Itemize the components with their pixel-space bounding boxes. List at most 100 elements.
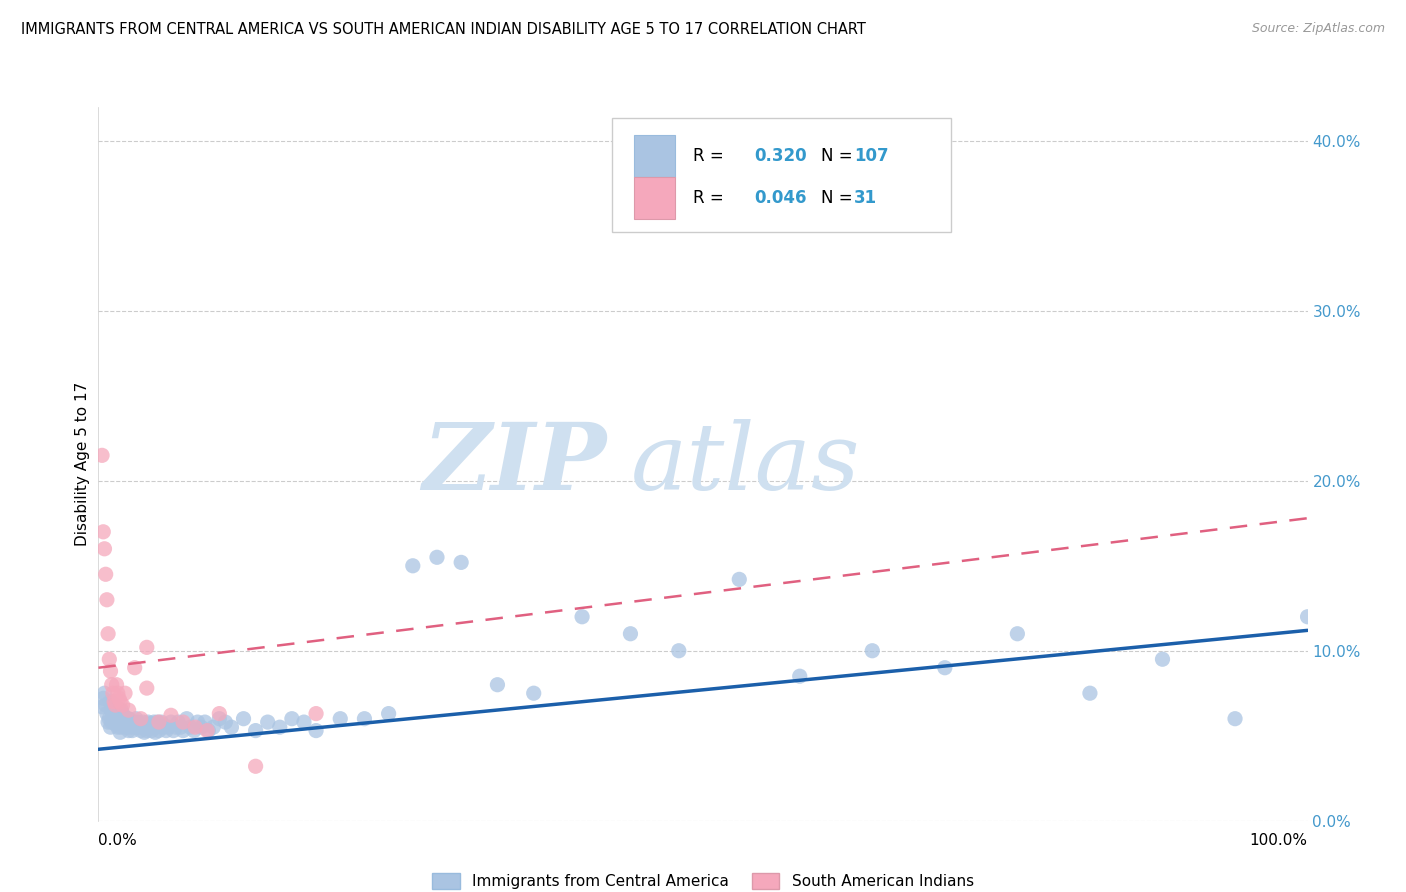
Point (138, 720, 160, 734)
Point (108, 712, 131, 726)
Point (104, 698, 127, 712)
Point (245, 759, 267, 773)
Legend: Immigrants from Central America, South American Indians: Immigrants from Central America, South A… (426, 867, 980, 892)
Point (132, 715, 155, 730)
Text: R =: R = (693, 146, 724, 164)
Point (176, 712, 198, 726)
Point (98, 712, 121, 726)
Text: 0.320: 0.320 (754, 146, 807, 164)
Point (187, 715, 209, 730)
Point (152, 720, 174, 734)
Point (329, 712, 352, 726)
Point (111, 706, 134, 721)
Text: 0.0%: 0.0% (98, 833, 138, 848)
Point (108, 695, 131, 709)
Point (353, 712, 375, 726)
Point (108, 725, 131, 739)
Point (1223, 712, 1246, 726)
Point (1007, 626, 1029, 640)
Point (100, 695, 122, 709)
Point (131, 720, 153, 734)
Point (118, 703, 141, 717)
Point (269, 720, 291, 734)
Point (91, 524, 114, 539)
Point (100, 715, 122, 730)
Point (305, 706, 328, 721)
Text: 31: 31 (855, 189, 877, 207)
Point (112, 712, 135, 726)
Point (135, 640, 157, 655)
Point (100, 703, 122, 717)
Point (136, 715, 159, 730)
Point (232, 712, 254, 726)
Point (728, 573, 751, 587)
Point (190, 720, 212, 734)
Point (110, 703, 132, 717)
Point (118, 712, 141, 726)
Point (101, 686, 124, 700)
Point (124, 661, 146, 675)
Point (202, 720, 225, 734)
Point (111, 698, 134, 712)
Point (141, 723, 163, 738)
Point (305, 723, 328, 738)
Point (108, 715, 131, 730)
Text: 0.046: 0.046 (754, 189, 806, 207)
Point (1152, 652, 1174, 666)
Point (115, 720, 138, 734)
Point (162, 723, 184, 738)
FancyBboxPatch shape (634, 178, 675, 219)
Point (160, 708, 183, 723)
Point (1296, 609, 1319, 624)
Point (100, 678, 122, 692)
Text: IMMIGRANTS FROM CENTRAL AMERICA VS SOUTH AMERICAN INDIAN DISABILITY AGE 5 TO 17 : IMMIGRANTS FROM CENTRAL AMERICA VS SOUTH… (21, 22, 866, 37)
Point (172, 715, 194, 730)
Point (104, 716, 127, 731)
Point (107, 712, 129, 726)
Point (934, 661, 956, 675)
Point (668, 644, 690, 658)
Point (98, 652, 121, 666)
Point (450, 555, 472, 569)
Point (114, 686, 136, 700)
Point (97, 626, 120, 640)
Point (139, 716, 162, 731)
Y-axis label: Disability Age 5 to 17: Disability Age 5 to 17 (75, 382, 90, 546)
Point (91, 448, 114, 462)
Point (108, 691, 131, 706)
Point (93, 686, 115, 700)
Point (94, 567, 117, 582)
Point (122, 715, 145, 730)
Point (157, 720, 180, 734)
Point (120, 715, 142, 730)
Point (97, 715, 120, 730)
Point (107, 686, 129, 700)
Point (208, 712, 231, 726)
Point (103, 698, 125, 712)
Point (91, 691, 114, 706)
Point (114, 716, 136, 731)
Point (110, 720, 132, 734)
Point (179, 720, 201, 734)
Point (184, 720, 207, 734)
Point (128, 716, 150, 731)
Point (105, 715, 128, 730)
Point (148, 723, 170, 738)
Point (245, 723, 267, 738)
Point (103, 695, 125, 709)
Point (145, 720, 167, 734)
Point (523, 686, 546, 700)
Point (169, 720, 191, 734)
Point (135, 681, 157, 695)
Text: ZIP: ZIP (422, 419, 606, 508)
Point (292, 715, 315, 730)
Point (789, 669, 811, 683)
Point (377, 706, 399, 721)
FancyBboxPatch shape (634, 135, 675, 177)
Point (486, 678, 509, 692)
Point (100, 720, 122, 734)
Point (135, 723, 157, 738)
Point (134, 725, 156, 739)
Point (426, 550, 449, 565)
Point (91, 699, 114, 714)
